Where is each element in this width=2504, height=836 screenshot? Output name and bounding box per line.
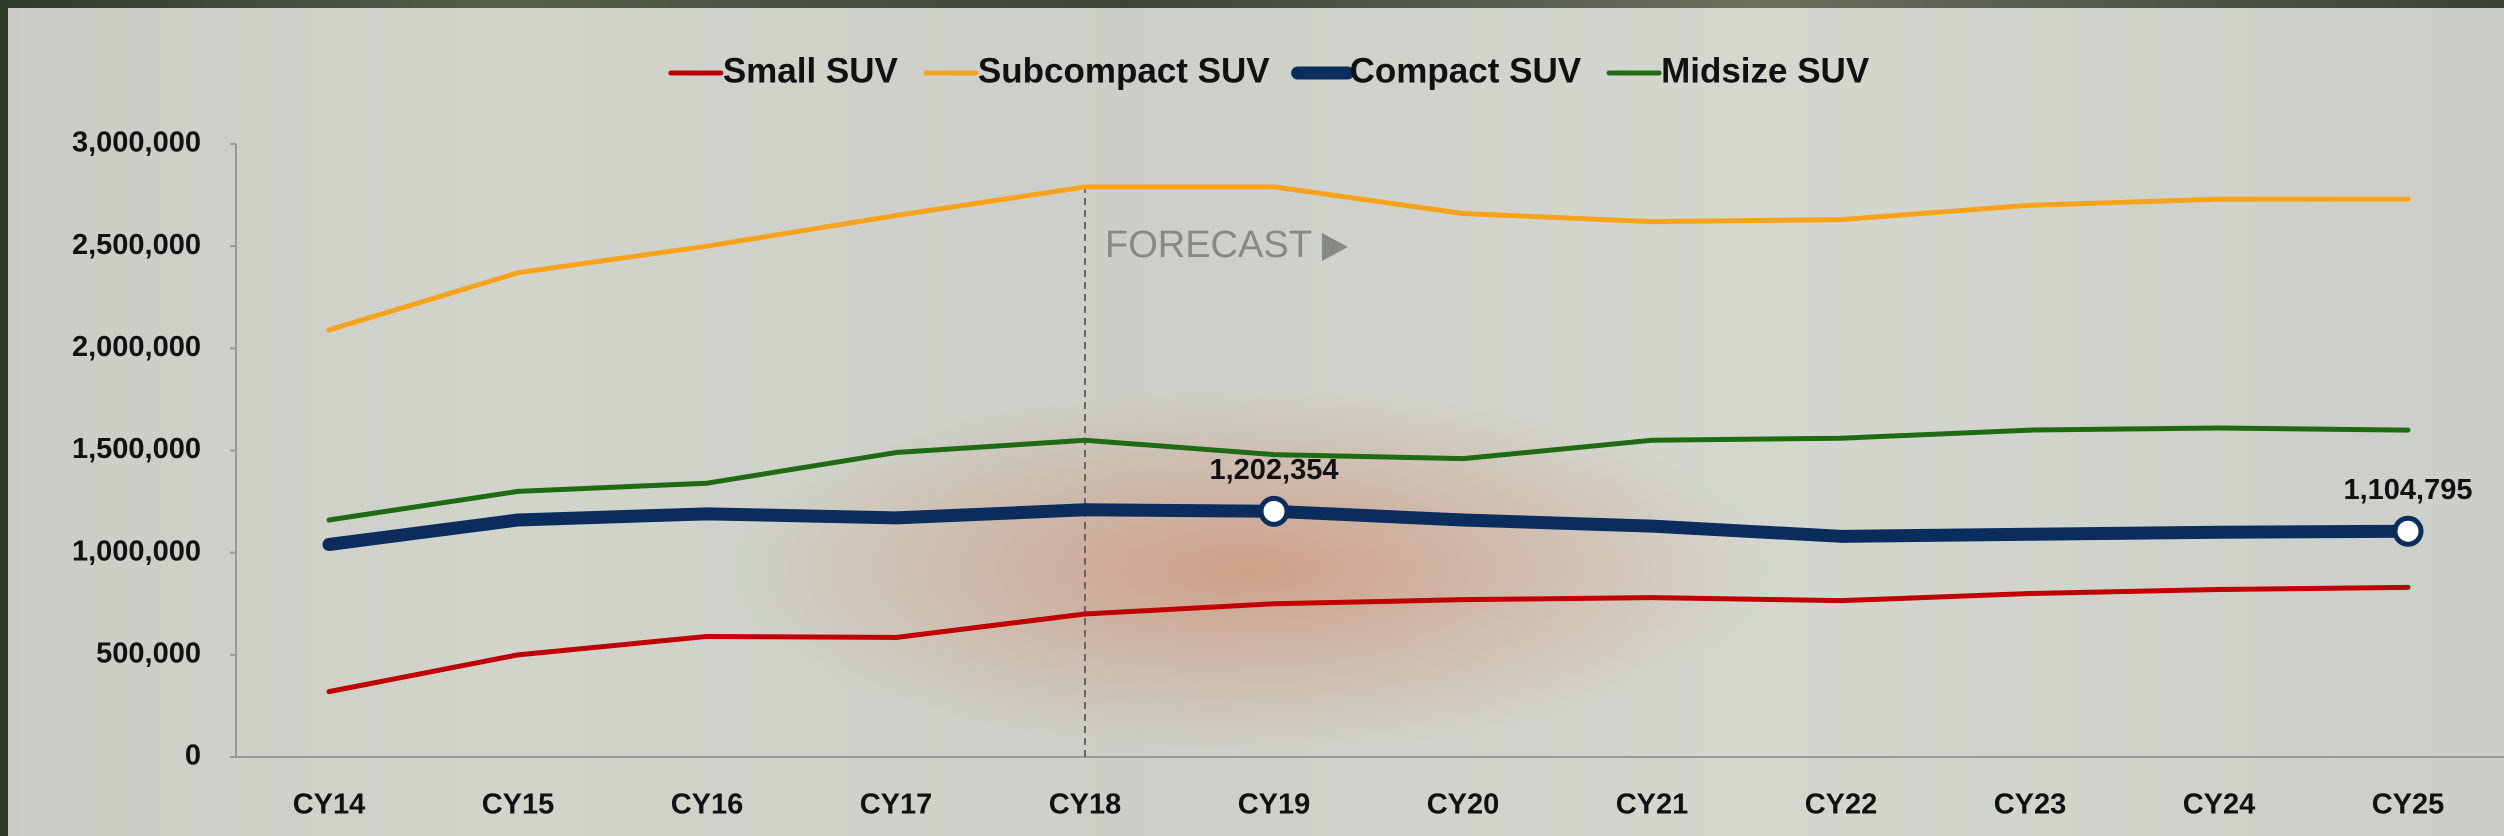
x-tick-label: CY17 <box>860 789 933 821</box>
x-tick-label: CY14 <box>293 789 366 821</box>
background-photo <box>730 390 1770 750</box>
x-tick-label: CY23 <box>1994 789 2067 821</box>
series-line <box>326 184 2411 333</box>
y-tick-label: 2,500,000 <box>72 229 201 261</box>
x-tick-label: CY19 <box>1238 789 1311 821</box>
data-label: 1,202,354 <box>1209 454 1338 486</box>
y-tick-label: 1,500,000 <box>72 433 201 465</box>
x-tick-label: CY25 <box>2372 789 2445 821</box>
legend-label: Small SUV <box>723 51 899 90</box>
data-marker <box>2392 515 2424 547</box>
series-line <box>326 425 2411 523</box>
y-tick-label: 1,000,000 <box>72 535 201 567</box>
y-tick-label: 500,000 <box>96 637 201 669</box>
x-tick-label: CY16 <box>671 789 744 821</box>
annotation-arrow <box>1321 233 1348 261</box>
annotation: FORECAST <box>1105 224 1312 266</box>
series-line <box>322 503 2415 551</box>
series-line <box>326 584 2411 695</box>
data-label: 1,104,795 <box>2343 474 2472 506</box>
x-tick-label: CY18 <box>1049 789 1122 821</box>
x-tick-label: CY15 <box>482 789 555 821</box>
data-marker <box>1258 495 1290 527</box>
legend-label: Compact SUV <box>1350 51 1582 90</box>
x-tick-label: CY20 <box>1427 789 1500 821</box>
legend-label: Subcompact SUV <box>978 51 1270 90</box>
legend: Small SUV Subcompact SUV Compact SUV Midsiz… <box>668 51 1870 90</box>
legend-label: Midsize SUV <box>1661 51 1870 90</box>
y-tick-label: 0 <box>185 740 201 772</box>
x-tick-label: CY24 <box>2183 789 2256 821</box>
y-tick-label: 3,000,000 <box>72 127 201 159</box>
y-tick-label: 2,000,000 <box>72 331 201 363</box>
x-tick-label: CY21 <box>1616 789 1689 821</box>
x-tick-label: CY22 <box>1805 789 1878 821</box>
